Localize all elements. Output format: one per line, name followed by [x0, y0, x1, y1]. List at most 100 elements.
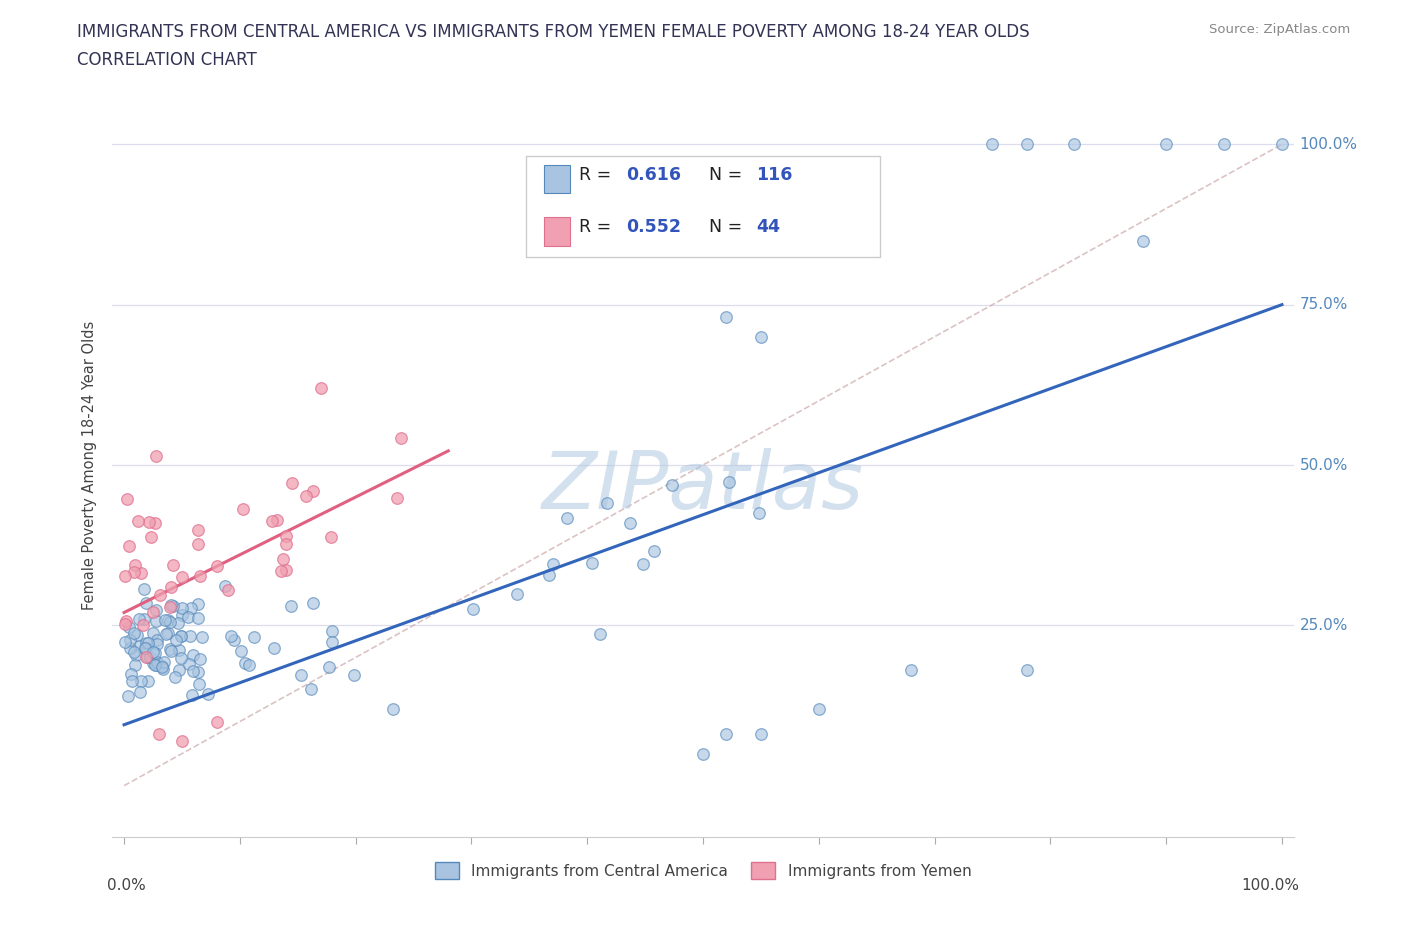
Point	[138, 635, 160, 650]
Point	[135, 641, 157, 656]
Point	[124, 557, 146, 572]
Point	[142, 656, 165, 671]
Point	[117, 688, 139, 703]
Point	[167, 662, 190, 677]
Point	[389, 431, 412, 445]
Point	[134, 641, 156, 656]
Point	[692, 746, 714, 761]
Point	[160, 598, 183, 613]
Point	[177, 657, 200, 671]
Point	[233, 656, 256, 671]
Point	[125, 647, 148, 662]
Point	[167, 643, 190, 658]
Point	[124, 658, 146, 672]
FancyBboxPatch shape	[544, 218, 569, 246]
Point	[631, 556, 654, 571]
Point	[120, 666, 142, 681]
Point	[146, 637, 169, 652]
FancyBboxPatch shape	[544, 166, 569, 193]
Point	[749, 727, 772, 742]
Text: 100.0%: 100.0%	[1241, 878, 1299, 893]
Point	[145, 658, 167, 672]
Point	[132, 611, 155, 626]
Point	[276, 537, 298, 551]
Point	[1132, 233, 1154, 248]
Point	[152, 661, 174, 676]
Point	[122, 565, 145, 579]
Text: Source: ZipAtlas.com: Source: ZipAtlas.com	[1209, 23, 1350, 36]
Point	[187, 596, 209, 611]
Point	[145, 603, 167, 618]
Text: 25.0%: 25.0%	[1299, 618, 1348, 632]
Point	[165, 633, 187, 648]
Point	[271, 551, 294, 566]
Point	[156, 613, 179, 628]
Point	[180, 600, 202, 615]
Point	[181, 688, 204, 703]
Point	[205, 559, 228, 574]
Point	[589, 627, 612, 642]
Point	[506, 586, 529, 601]
Point	[1017, 663, 1039, 678]
Point	[170, 734, 193, 749]
Point	[280, 599, 302, 614]
Point	[205, 714, 228, 729]
Point	[170, 629, 193, 644]
Point	[138, 514, 160, 529]
Point	[122, 626, 145, 641]
Point	[238, 658, 260, 672]
Point	[318, 659, 340, 674]
Point	[129, 673, 152, 688]
Point	[222, 632, 245, 647]
Point	[181, 648, 204, 663]
Point	[270, 564, 292, 578]
Point	[557, 511, 579, 525]
Text: ZIPatlas: ZIPatlas	[541, 448, 865, 526]
Text: CORRELATION CHART: CORRELATION CHART	[77, 51, 257, 69]
Point	[619, 516, 641, 531]
Point	[187, 664, 209, 679]
Point	[290, 668, 312, 683]
Point	[219, 629, 242, 644]
Point	[714, 310, 737, 325]
Point	[165, 670, 187, 684]
Point	[135, 636, 157, 651]
Text: R =: R =	[579, 166, 617, 184]
Point	[385, 490, 408, 505]
Point	[309, 380, 332, 395]
Point	[162, 598, 184, 613]
Point	[155, 613, 177, 628]
Point	[150, 658, 173, 673]
Point	[232, 501, 254, 516]
Point	[115, 613, 138, 628]
Point	[138, 673, 160, 688]
Point	[114, 617, 136, 631]
Text: 0.0%: 0.0%	[107, 878, 145, 893]
Point	[214, 578, 236, 593]
Point	[117, 492, 139, 507]
Point	[135, 595, 157, 610]
Point	[187, 523, 209, 538]
Point	[596, 496, 619, 511]
Point	[643, 543, 665, 558]
Point	[266, 513, 288, 528]
Point	[128, 611, 150, 626]
Point	[143, 515, 166, 530]
Point	[294, 488, 316, 503]
Point	[188, 651, 211, 666]
Point	[143, 645, 166, 660]
Point	[159, 600, 181, 615]
Point	[170, 601, 193, 616]
Point	[159, 615, 181, 630]
Point	[382, 701, 405, 716]
Point	[118, 641, 141, 656]
Point	[166, 616, 188, 631]
Point	[118, 633, 141, 648]
Point	[132, 618, 155, 632]
Point	[170, 651, 193, 666]
Point	[263, 641, 285, 656]
Point	[177, 610, 200, 625]
Point	[181, 664, 204, 679]
Text: 0.552: 0.552	[626, 218, 682, 236]
Text: 116: 116	[756, 166, 793, 184]
